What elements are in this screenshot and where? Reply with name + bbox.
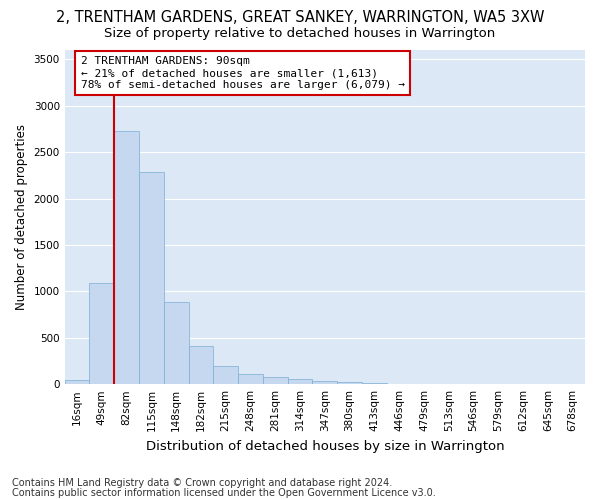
Text: 2 TRENTHAM GARDENS: 90sqm
← 21% of detached houses are smaller (1,613)
78% of se: 2 TRENTHAM GARDENS: 90sqm ← 21% of detac…	[81, 56, 405, 90]
Bar	[238, 374, 263, 384]
Bar	[337, 382, 362, 384]
Bar	[188, 346, 214, 384]
Bar	[287, 379, 313, 384]
Y-axis label: Number of detached properties: Number of detached properties	[15, 124, 28, 310]
Bar	[214, 366, 238, 384]
Bar	[263, 377, 287, 384]
Text: 2, TRENTHAM GARDENS, GREAT SANKEY, WARRINGTON, WA5 3XW: 2, TRENTHAM GARDENS, GREAT SANKEY, WARRI…	[56, 10, 544, 25]
Bar	[89, 283, 114, 384]
Bar	[65, 380, 89, 384]
Bar	[164, 302, 188, 384]
X-axis label: Distribution of detached houses by size in Warrington: Distribution of detached houses by size …	[146, 440, 504, 452]
Text: Contains HM Land Registry data © Crown copyright and database right 2024.: Contains HM Land Registry data © Crown c…	[12, 478, 392, 488]
Bar	[114, 131, 139, 384]
Text: Size of property relative to detached houses in Warrington: Size of property relative to detached ho…	[104, 28, 496, 40]
Bar	[139, 172, 164, 384]
Text: Contains public sector information licensed under the Open Government Licence v3: Contains public sector information licen…	[12, 488, 436, 498]
Bar	[313, 382, 337, 384]
